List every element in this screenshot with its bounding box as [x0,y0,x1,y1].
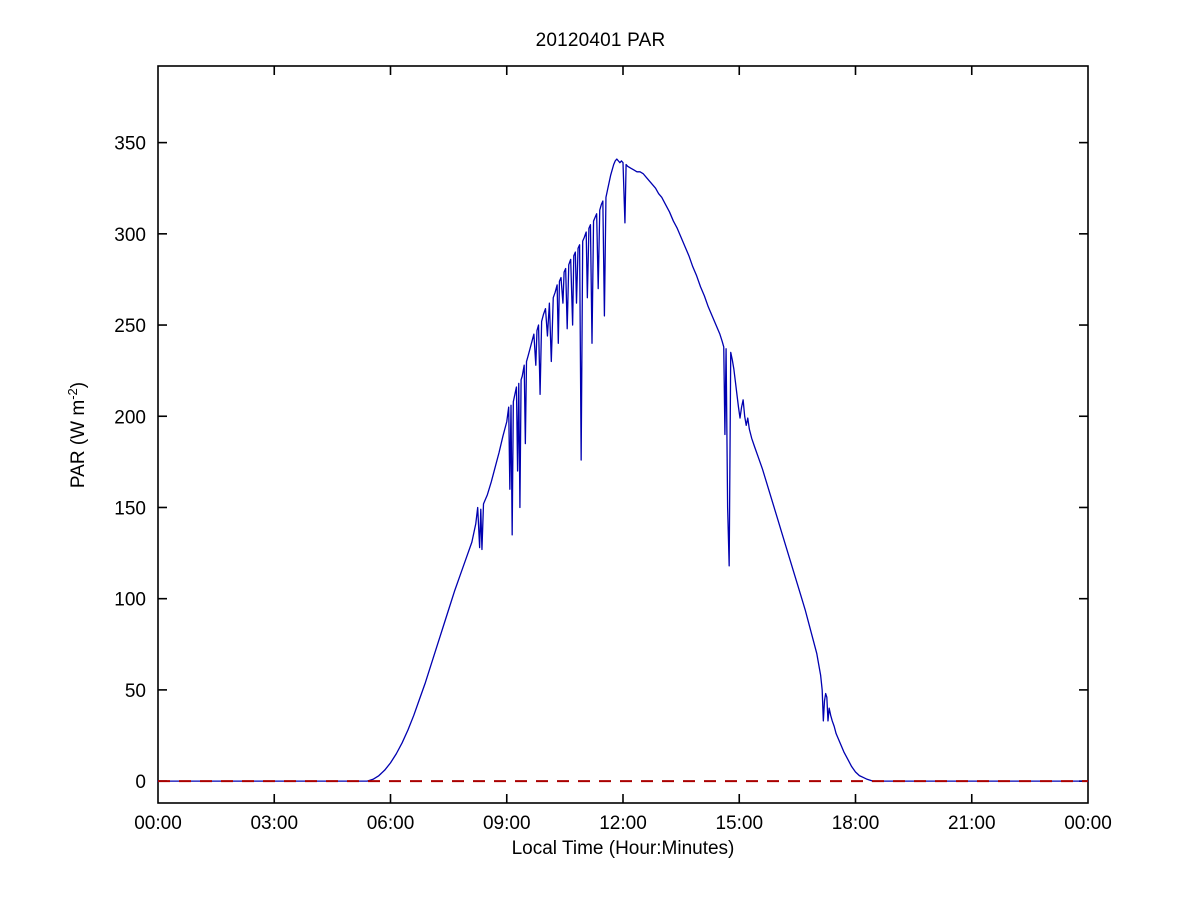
y-tick-label: 300 [114,225,146,246]
y-axis-title-base: PAR (W m [68,400,89,488]
x-tick-label: 15:00 [715,813,763,834]
y-tick-label: 200 [114,407,146,428]
data-series-group [157,158,1089,783]
y-axis-ticks: 0 50 100 150 200 250 300 350 [114,134,1088,793]
y-tick-label: 50 [125,681,146,702]
y-axis-title: PAR (W m-2) [65,382,89,488]
x-tick-label: 18:00 [832,813,880,834]
par-data-line [157,158,1089,782]
y-tick-label: 250 [114,316,146,337]
y-axis-title-group: PAR (W m-2) [65,382,89,488]
x-tick-label: 09:00 [483,813,531,834]
x-tick-label: 21:00 [948,813,996,834]
x-tick-label: 03:00 [250,813,298,834]
y-tick-label: 350 [114,134,146,155]
y-axis-title-tail: ) [68,382,89,388]
chart-title: 20120401 PAR [535,30,666,51]
x-axis-title: Local Time (Hour:Minutes) [512,838,735,859]
x-tick-label: 00:00 [1064,813,1112,834]
x-tick-label: 12:00 [599,813,647,834]
x-tick-label: 06:00 [367,813,415,834]
y-tick-label: 100 [114,590,146,611]
plot-frame [157,65,1089,804]
y-tick-label: 150 [114,498,146,519]
y-axis-title-exponent: -2 [65,388,80,400]
x-axis-ticks: 00:00 03:00 06:00 09:00 12:00 15:00 18:00 21:00… [134,66,1112,834]
y-tick-label: 0 [135,772,146,793]
axes-box [157,65,1089,804]
x-tick-label: 00:00 [134,813,182,834]
